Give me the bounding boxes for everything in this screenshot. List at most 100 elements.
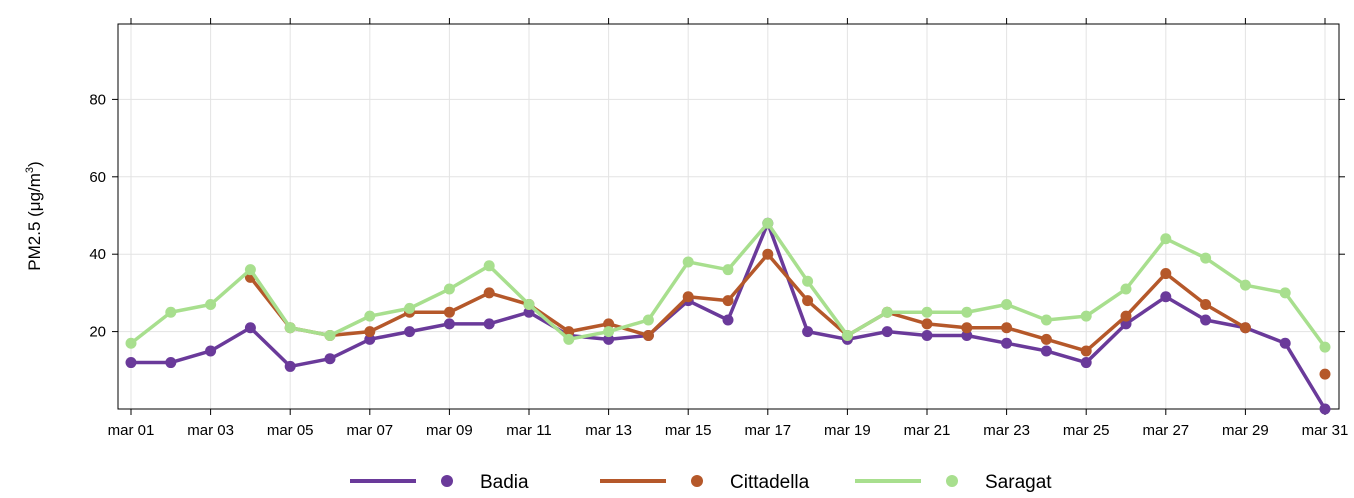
data-point-saragat xyxy=(642,314,654,326)
data-point-saragat xyxy=(523,299,535,311)
data-point-cittadella xyxy=(1200,299,1212,311)
data-point-badia xyxy=(1040,345,1052,357)
data-point-badia xyxy=(961,329,973,341)
data-point-saragat xyxy=(961,306,973,318)
x-tick-label: mar 19 xyxy=(824,422,871,439)
y-axis-title: PM2.5 (μg/m3) xyxy=(24,161,44,270)
data-point-badia xyxy=(802,326,814,338)
data-point-saragat xyxy=(324,329,336,341)
series xyxy=(125,217,1331,415)
data-point-cittadella xyxy=(1080,345,1092,357)
data-point-saragat xyxy=(603,326,615,338)
data-point-cittadella xyxy=(364,326,376,338)
data-point-badia xyxy=(284,360,296,372)
data-point-badia xyxy=(722,314,734,326)
data-point-cittadella xyxy=(1319,368,1331,380)
x-tick-label: mar 03 xyxy=(187,422,234,439)
x-tick-label: mar 09 xyxy=(426,422,473,439)
data-point-cittadella xyxy=(603,318,615,330)
legend-label: Saragat xyxy=(985,472,1052,493)
series-line-cittadella xyxy=(248,252,1248,353)
data-point-badia xyxy=(1200,314,1212,326)
x-tick-label: mar 01 xyxy=(108,422,155,439)
x-tick-label: mar 11 xyxy=(506,422,552,439)
x-tick-label: mar 17 xyxy=(744,422,791,439)
x-tick-label: mar 27 xyxy=(1142,422,1189,439)
x-tick-label: mar 13 xyxy=(585,422,632,439)
data-point-badia xyxy=(1120,318,1132,330)
data-point-cittadella xyxy=(762,248,774,260)
x-tick-label: mar 15 xyxy=(665,422,712,439)
data-point-badia xyxy=(165,357,177,369)
data-point-badia xyxy=(483,318,495,330)
x-tick-label: mar 29 xyxy=(1222,422,1269,439)
series-saragat xyxy=(125,217,1331,353)
plot-frame xyxy=(117,23,1340,410)
legend-swatch-point xyxy=(441,475,453,487)
data-point-badia xyxy=(125,357,137,369)
data-point-saragat xyxy=(404,302,416,314)
legend: Badia Cittadella Saragat xyxy=(350,472,1052,493)
data-point-saragat xyxy=(1239,279,1251,291)
y-axis-title-superscript: 3 xyxy=(24,167,36,173)
grid xyxy=(118,24,1339,409)
data-point-cittadella xyxy=(921,318,933,330)
data-point-saragat xyxy=(1120,283,1132,295)
y-axis-title-suffix: ) xyxy=(25,161,44,167)
data-point-cittadella xyxy=(1001,322,1013,334)
data-point-badia xyxy=(523,306,535,318)
data-point-badia xyxy=(364,333,376,345)
data-point-cittadella xyxy=(961,322,973,334)
legend-item-badia: Badia xyxy=(350,472,529,493)
data-point-saragat xyxy=(483,260,495,272)
data-point-saragat xyxy=(881,306,893,318)
data-point-cittadella xyxy=(642,329,654,341)
x-tick-label: mar 07 xyxy=(346,422,393,439)
y-tick-label: 20 xyxy=(89,324,106,341)
data-point-badia xyxy=(324,353,336,365)
y-tick-label: 60 xyxy=(89,169,106,186)
x-tick-label: mar 05 xyxy=(267,422,314,439)
data-point-badia xyxy=(1160,291,1172,303)
x-tick-label: mar 23 xyxy=(983,422,1030,439)
data-point-cittadella xyxy=(1040,333,1052,345)
data-point-saragat xyxy=(125,337,137,349)
series-line-saragat xyxy=(129,221,1327,349)
axes: mar 01 mar 03 mar 05 mar 07 mar 09 mar 11 mar … xyxy=(89,18,1348,439)
data-point-saragat xyxy=(762,217,774,229)
data-point-badia xyxy=(244,322,256,334)
data-point-cittadella xyxy=(1120,310,1132,322)
data-point-saragat xyxy=(244,264,256,276)
data-point-badia xyxy=(205,345,217,357)
data-point-cittadella xyxy=(1160,268,1172,280)
data-point-badia xyxy=(603,333,615,345)
data-point-saragat xyxy=(165,306,177,318)
data-point-cittadella xyxy=(1239,322,1251,334)
data-point-cittadella xyxy=(802,295,814,307)
data-point-saragat xyxy=(682,256,694,268)
data-point-cittadella xyxy=(443,306,455,318)
data-point-cittadella xyxy=(483,287,495,299)
series-cittadella xyxy=(244,248,1331,380)
data-point-cittadella xyxy=(682,291,694,303)
data-point-saragat xyxy=(722,264,734,276)
data-point-saragat xyxy=(1200,252,1212,264)
data-point-badia xyxy=(921,329,933,341)
y-axis-title-main: PM2.5 (μg/m xyxy=(25,173,44,271)
data-point-saragat xyxy=(921,306,933,318)
data-point-badia xyxy=(1319,403,1331,415)
data-point-saragat xyxy=(205,299,217,311)
data-point-badia xyxy=(1080,357,1092,369)
legend-item-cittadella: Cittadella xyxy=(600,472,810,493)
data-point-saragat xyxy=(1279,287,1291,299)
data-point-saragat xyxy=(1160,233,1172,245)
data-point-saragat xyxy=(1040,314,1052,326)
legend-swatch-point xyxy=(691,475,703,487)
legend-swatch-point xyxy=(946,475,958,487)
data-point-saragat xyxy=(284,322,296,334)
y-tick-label: 40 xyxy=(89,246,106,263)
data-point-badia xyxy=(1279,337,1291,349)
data-point-saragat xyxy=(364,310,376,322)
x-tick-label: mar 31 xyxy=(1302,422,1349,439)
